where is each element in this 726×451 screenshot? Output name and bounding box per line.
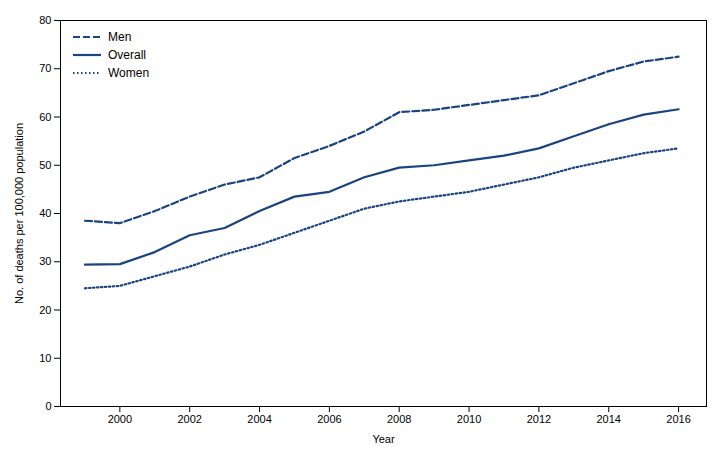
html-text:Men: Men	[108, 30, 132, 44]
svg-text:30: 30	[39, 255, 51, 267]
svg-text:50: 50	[39, 159, 51, 171]
svg-text:2010: 2010	[457, 413, 481, 425]
svg-text:60: 60	[39, 111, 51, 123]
svg-text:2008: 2008	[387, 413, 411, 425]
svg-text:80: 80	[39, 14, 51, 26]
svg-text:2002: 2002	[177, 413, 201, 425]
html-text:Women: Women	[108, 66, 150, 80]
svg-text:2016: 2016	[666, 413, 690, 425]
svg-text:20: 20	[39, 304, 51, 316]
html-text:Overall: Overall	[108, 48, 146, 62]
svg-text:No. of deaths per 100,000 popu: No. of deaths per 100,000 population	[13, 123, 25, 304]
svg-text:2006: 2006	[317, 413, 341, 425]
svg-text:40: 40	[39, 207, 51, 219]
svg-text:0: 0	[45, 400, 51, 412]
svg-text:Year: Year	[372, 433, 395, 445]
svg-text:2014: 2014	[596, 413, 620, 425]
svg-text:10: 10	[39, 352, 51, 364]
svg-text:2000: 2000	[108, 413, 132, 425]
svg-text:2004: 2004	[247, 413, 271, 425]
svg-text:70: 70	[39, 62, 51, 74]
svg-text:2012: 2012	[527, 413, 551, 425]
